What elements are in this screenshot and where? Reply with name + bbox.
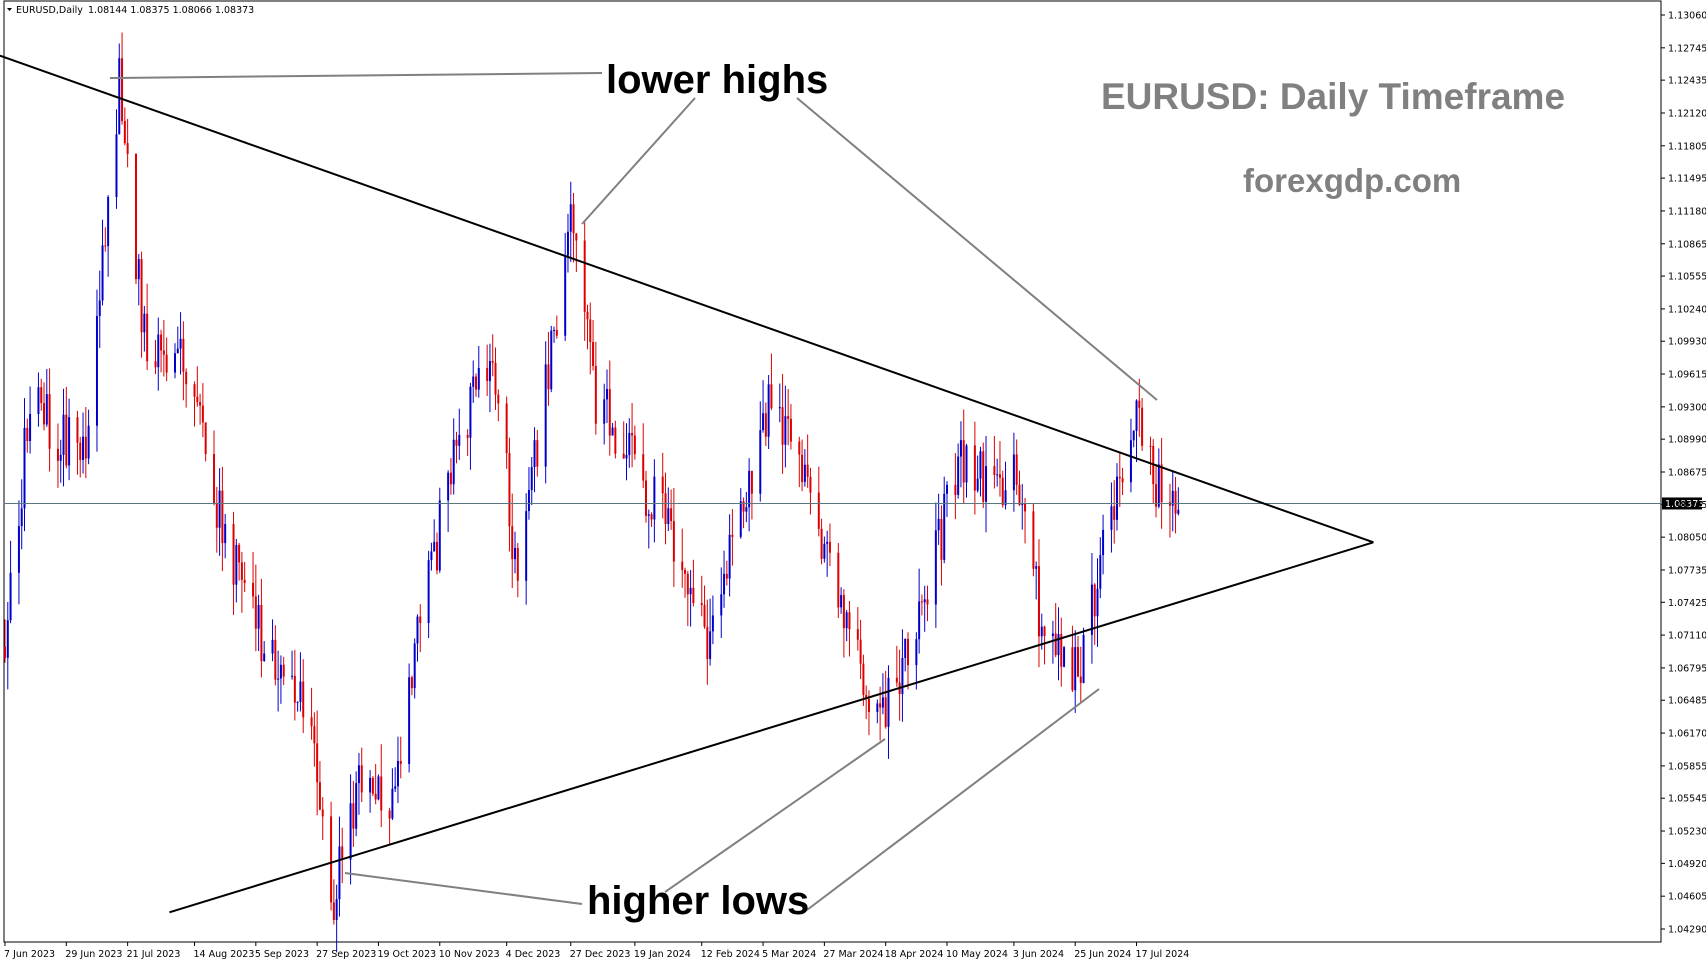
price-tick-label: 1.07110 — [1668, 631, 1706, 642]
time-tick-label: 3 Jun 2024 — [1013, 949, 1064, 960]
price-tick-label: 1.11180 — [1668, 206, 1706, 217]
current-price-label: 1.08373 — [1665, 499, 1704, 510]
price-tick-label: 1.04920 — [1668, 859, 1706, 870]
price-tick-label: 1.11805 — [1668, 141, 1706, 152]
price-tick-label: 1.09300 — [1668, 402, 1706, 413]
time-tick-label: 29 Jun 2023 — [65, 949, 122, 960]
price-tick-label: 1.13060 — [1668, 11, 1706, 22]
annotation-pointer-line — [796, 97, 1158, 401]
price-tick-label: 1.04605 — [1668, 892, 1706, 903]
time-axis: 7 Jun 2023 29 Jun 2023 21 Jul 2023 14 Aug 2… — [4, 942, 1189, 960]
price-axis: 1.04290 1.04605 1.04920 1.05230 1.05545 1.058… — [1661, 11, 1706, 936]
annotation-pointer-line — [581, 97, 696, 225]
price-tick-label: 1.08990 — [1668, 435, 1706, 446]
price-tick-label: 1.10240 — [1668, 304, 1706, 315]
annotation-pointers — [109, 72, 1158, 911]
annotation-pointer-line — [344, 872, 583, 905]
price-tick-label: 1.12120 — [1668, 108, 1706, 119]
time-tick-label: 19 Jan 2024 — [634, 949, 691, 960]
price-tick-label: 1.12435 — [1668, 76, 1706, 87]
current-price-line: 1.08373 — [5, 497, 1704, 510]
watermark-site: forexgdp.com — [1243, 162, 1461, 199]
time-tick-label: 17 Jul 2024 — [1136, 949, 1190, 960]
price-tick-label: 1.06485 — [1668, 696, 1706, 707]
price-tick-label: 1.06795 — [1668, 663, 1706, 674]
price-tick-label: 1.05545 — [1668, 794, 1706, 805]
time-tick-label: 18 Apr 2024 — [885, 949, 944, 960]
time-tick-label: 10 May 2024 — [946, 949, 1008, 960]
price-tick-label: 1.05230 — [1668, 827, 1706, 838]
chart-header: EURUSD,Daily 1.08144 1.08375 1.08066 1.0… — [7, 5, 254, 16]
price-tick-label: 1.06170 — [1668, 729, 1706, 740]
price-tick-label: 1.04290 — [1668, 925, 1706, 936]
time-tick-label: 19 Oct 2023 — [377, 949, 436, 960]
price-tick-label: 1.09930 — [1668, 337, 1706, 348]
time-tick-label: 14 Aug 2023 — [194, 949, 255, 960]
price-tick-label: 1.05855 — [1668, 761, 1706, 772]
ohlc-readout: 1.08144 1.08375 1.08066 1.08373 — [88, 5, 254, 16]
price-tick-label: 1.12745 — [1668, 43, 1706, 54]
time-tick-label: 4 Dec 2023 — [506, 949, 561, 960]
trendline-descending-resistance[interactable] — [0, 53, 1374, 544]
plot-frame — [3, 0, 1662, 943]
time-tick-label: 12 Feb 2024 — [701, 949, 760, 960]
time-tick-label: 5 Mar 2024 — [762, 949, 816, 960]
trendlines — [0, 53, 1374, 914]
annotation-pointer-line — [109, 72, 603, 79]
time-tick-label: 5 Sep 2023 — [255, 949, 309, 960]
price-tick-label: 1.08675 — [1668, 468, 1706, 479]
price-tick-label: 1.07735 — [1668, 565, 1706, 576]
time-tick-label: 7 Jun 2023 — [4, 949, 55, 960]
annotation-pointer-line — [806, 688, 1100, 911]
price-tick-label: 1.09615 — [1668, 370, 1706, 381]
time-tick-label: 10 Nov 2023 — [439, 949, 500, 960]
annotation-lower-highs: lower highs — [606, 58, 828, 102]
annotation-pointer-line — [664, 738, 886, 893]
price-tick-label: 1.07425 — [1668, 598, 1706, 609]
time-tick-label: 21 Jul 2023 — [127, 949, 181, 960]
time-tick-label: 27 Dec 2023 — [570, 949, 631, 960]
time-tick-label: 25 Jun 2024 — [1074, 949, 1131, 960]
price-tick-label: 1.08050 — [1668, 533, 1706, 544]
current-price-tag — [1662, 497, 1702, 510]
chevron-down-icon[interactable] — [7, 8, 12, 11]
watermark-title: EURUSD: Daily Timeframe — [1101, 76, 1565, 117]
price-tick-label: 1.10865 — [1668, 239, 1706, 250]
symbol-label: EURUSD,Daily — [16, 5, 83, 16]
trendline-ascending-support[interactable] — [169, 541, 1374, 914]
annotation-higher-lows: higher lows — [587, 879, 809, 923]
price-tick-label: 1.10555 — [1668, 272, 1706, 283]
time-tick-label: 27 Sep 2023 — [316, 949, 376, 960]
price-tick-label: 1.11495 — [1668, 174, 1706, 185]
candlestick-series — [4, 32, 1180, 953]
time-tick-label: 27 Mar 2024 — [823, 949, 883, 960]
price-tick-label: 1.08365 — [1668, 500, 1706, 511]
